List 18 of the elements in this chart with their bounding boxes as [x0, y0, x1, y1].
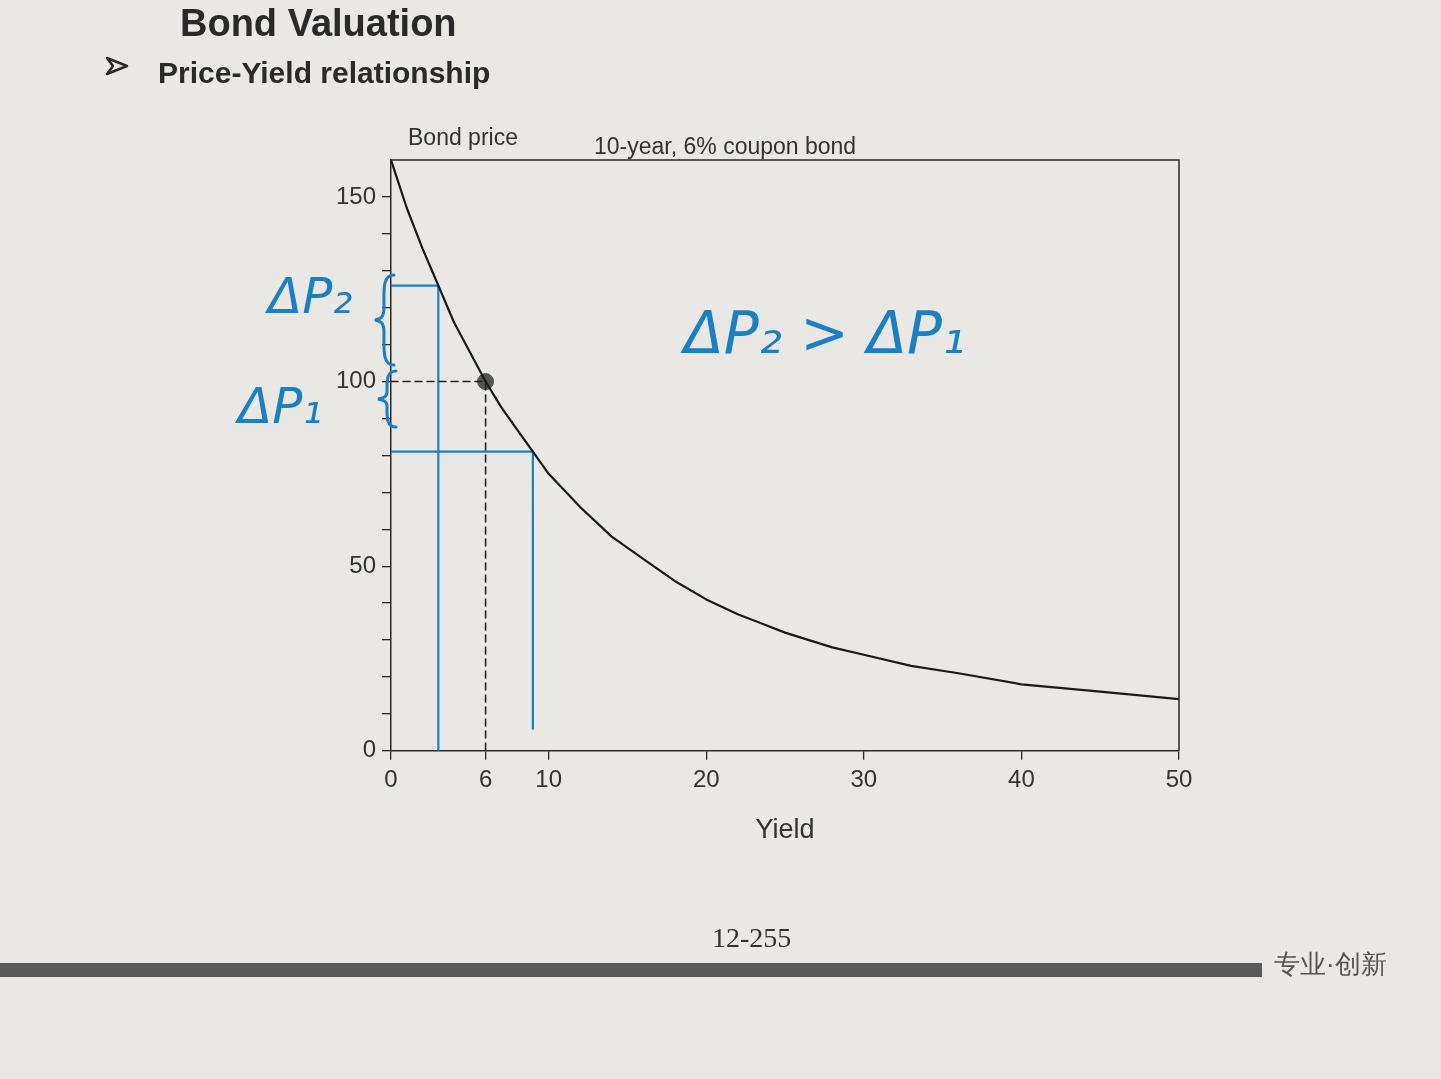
chart-subtitle: Price-Yield relationship: [158, 56, 491, 91]
text: 专业·创新: [1274, 949, 1387, 980]
text: 12-255: [712, 922, 792, 955]
x-tick-label: 50: [1165, 764, 1193, 792]
x-tick-label: 40: [1008, 764, 1035, 792]
x-tick-label: 30: [850, 764, 878, 792]
y-tick-label: 100: [336, 366, 377, 394]
y-axis-title: Bond price: [408, 124, 518, 151]
x-tick-label: 0: [384, 764, 398, 792]
y-tick-label: 150: [336, 181, 377, 209]
x-tick-label: 6: [478, 764, 493, 792]
y-tick-label: 50: [349, 550, 377, 578]
y-tick-label: 0: [362, 735, 377, 763]
x-axis-title: Yield: [755, 814, 815, 845]
x-tick-label: 20: [692, 764, 720, 792]
chart-title: Bond Valuation: [180, 2, 457, 46]
x-tick-label: 10: [535, 764, 562, 792]
text: 10-year, 6% coupon bond: [594, 133, 857, 160]
